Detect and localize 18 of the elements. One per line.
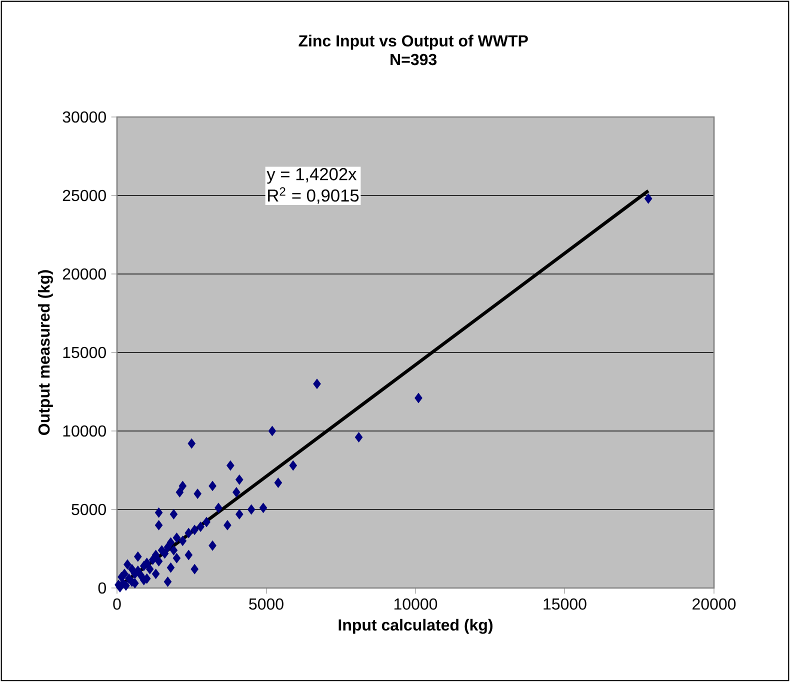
y-tick-label: 30000 xyxy=(62,111,106,123)
chart-subtitle: N=393 xyxy=(390,54,437,66)
x-tick-label: 15000 xyxy=(544,598,586,610)
y-axis-title: Output measured (kg) xyxy=(38,270,53,435)
y-tick-label: 0 xyxy=(98,582,106,594)
y-tick-label: 10000 xyxy=(63,425,106,437)
annotation: y = 1,4202x xyxy=(266,168,357,184)
x-axis-title: Input calculated (kg) xyxy=(338,618,492,634)
y-tick-label: 5000 xyxy=(72,504,106,516)
y-tick-label: 20000 xyxy=(62,268,106,280)
x-tick-label: 10000 xyxy=(394,598,438,610)
y-tick-label: 25000 xyxy=(62,190,106,202)
x-tick-label: 20000 xyxy=(692,598,736,610)
x-tick-label: 5000 xyxy=(249,598,284,610)
chart-title: Zinc Input vs Output of WWTP xyxy=(298,34,528,50)
y-tick-label: 15000 xyxy=(63,346,106,358)
x-tick-label: 0 xyxy=(113,598,121,610)
annotation: R$^{2}$ = 0,9015 xyxy=(268,187,359,204)
